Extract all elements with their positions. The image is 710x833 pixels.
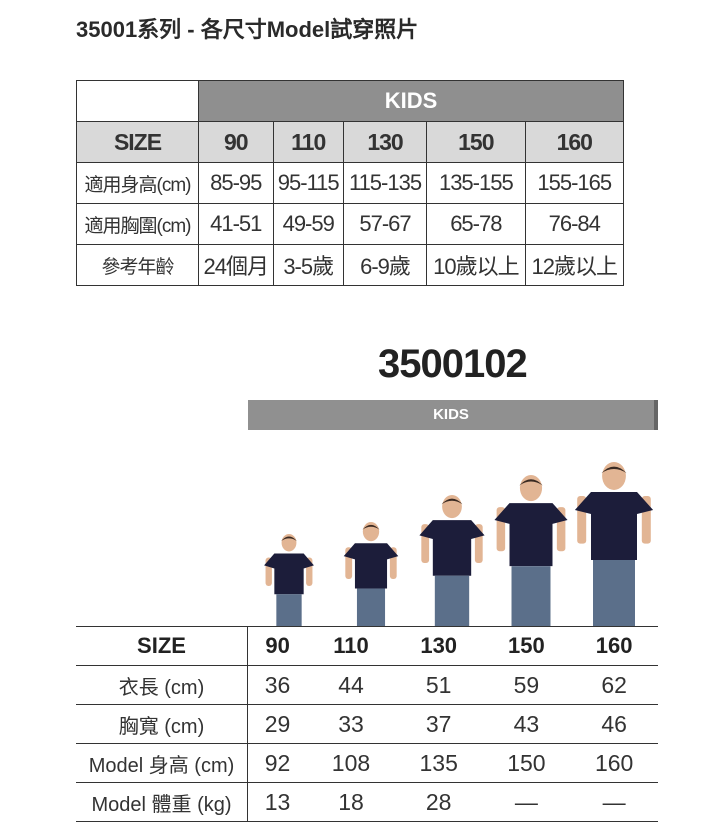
size-header-row: SIZE 90 110 130 150 160 — [76, 121, 625, 163]
table-row: 適用胸圍(cm) 41-51 49-59 57-67 65-78 76-84 — [76, 203, 625, 245]
cell: 33 — [307, 704, 395, 744]
model-figure — [343, 522, 399, 626]
cell: — — [570, 782, 658, 822]
header-cell: 150 — [426, 121, 526, 163]
cell: 135-155 — [426, 162, 526, 204]
kids-group-header: KIDS — [198, 80, 624, 122]
table-row: 胸寬 (cm) 29 33 37 43 46 — [76, 704, 658, 744]
cell: 59 — [482, 665, 571, 705]
empty-corner-cell — [76, 80, 199, 122]
cell: 43 — [482, 704, 571, 744]
cell: — — [482, 782, 571, 822]
cell: 13 — [247, 782, 308, 822]
cell: 62 — [570, 665, 658, 705]
model-figure — [574, 462, 654, 626]
cell: 135 — [394, 743, 483, 783]
cell: 44 — [307, 665, 395, 705]
table-row: 適用身高(cm) 85-95 95-115 115-135 135-155 15… — [76, 162, 625, 204]
header-cell: 90 — [198, 121, 274, 163]
cell: 108 — [307, 743, 395, 783]
header-cell: 90 — [247, 626, 308, 666]
header-cell: SIZE — [76, 626, 248, 666]
model-figure — [494, 475, 568, 626]
model-number: 3500102 — [378, 342, 528, 386]
size-header-row: SIZE 90 110 130 150 160 — [76, 626, 658, 666]
table-row: 參考年齡 24個月 3-5歲 6-9歲 10歲以上 12歲以上 — [76, 244, 625, 286]
model-figure — [419, 495, 485, 626]
cell: 115-135 — [342, 162, 428, 204]
header-cell: 160 — [570, 626, 658, 666]
row-label: 參考年齡 — [76, 244, 199, 286]
cell: 57-67 — [342, 203, 428, 245]
cell: 92 — [247, 743, 308, 783]
cell: 76-84 — [524, 203, 625, 245]
cell: 29 — [247, 704, 308, 744]
cell: 12歲以上 — [524, 244, 625, 286]
cell: 155-165 — [524, 162, 625, 204]
table-row: Model 身高 (cm) 92 108 135 150 160 — [76, 743, 658, 783]
kids-group-bar: KIDS — [248, 400, 658, 430]
cell: 18 — [307, 782, 395, 822]
cell: 95-115 — [272, 162, 344, 204]
cell: 24個月 — [198, 244, 274, 286]
cell: 49-59 — [272, 203, 344, 245]
header-cell: 150 — [482, 626, 571, 666]
table-row: Model 體重 (kg) 13 18 28 — — — [76, 782, 658, 822]
header-cell: 110 — [307, 626, 395, 666]
page-title: 35001系列 - 各尺寸Model試穿照片 — [76, 17, 419, 42]
size-spec-table: KIDS SIZE 90 110 130 150 160 適用身高(cm) 85… — [76, 80, 625, 286]
cell: 160 — [570, 743, 658, 783]
model-figure — [264, 534, 314, 626]
cell: 65-78 — [426, 203, 526, 245]
cell: 46 — [570, 704, 658, 744]
row-label: 衣長 (cm) — [76, 665, 248, 705]
header-cell: 110 — [272, 121, 344, 163]
model-size-table: SIZE 90 110 130 150 160 衣長 (cm) 36 44 51… — [76, 626, 658, 822]
cell: 36 — [247, 665, 308, 705]
row-label: Model 體重 (kg) — [76, 782, 248, 822]
row-label: Model 身高 (cm) — [76, 743, 248, 783]
cell: 10歲以上 — [426, 244, 526, 286]
row-label: 胸寬 (cm) — [76, 704, 248, 744]
cell: 6-9歲 — [342, 244, 428, 286]
cell: 3-5歲 — [272, 244, 344, 286]
cell: 150 — [482, 743, 571, 783]
model-photos — [264, 462, 654, 626]
header-cell: 160 — [524, 121, 625, 163]
row-label: 適用胸圍(cm) — [76, 203, 199, 245]
header-cell: 130 — [394, 626, 483, 666]
row-label: 適用身高(cm) — [76, 162, 199, 204]
cell: 51 — [394, 665, 483, 705]
table-row: 衣長 (cm) 36 44 51 59 62 — [76, 665, 658, 705]
cell: 28 — [394, 782, 483, 822]
header-cell: SIZE — [76, 121, 199, 163]
cell: 41-51 — [198, 203, 274, 245]
cell: 37 — [394, 704, 483, 744]
header-cell: 130 — [342, 121, 428, 163]
cell: 85-95 — [198, 162, 274, 204]
